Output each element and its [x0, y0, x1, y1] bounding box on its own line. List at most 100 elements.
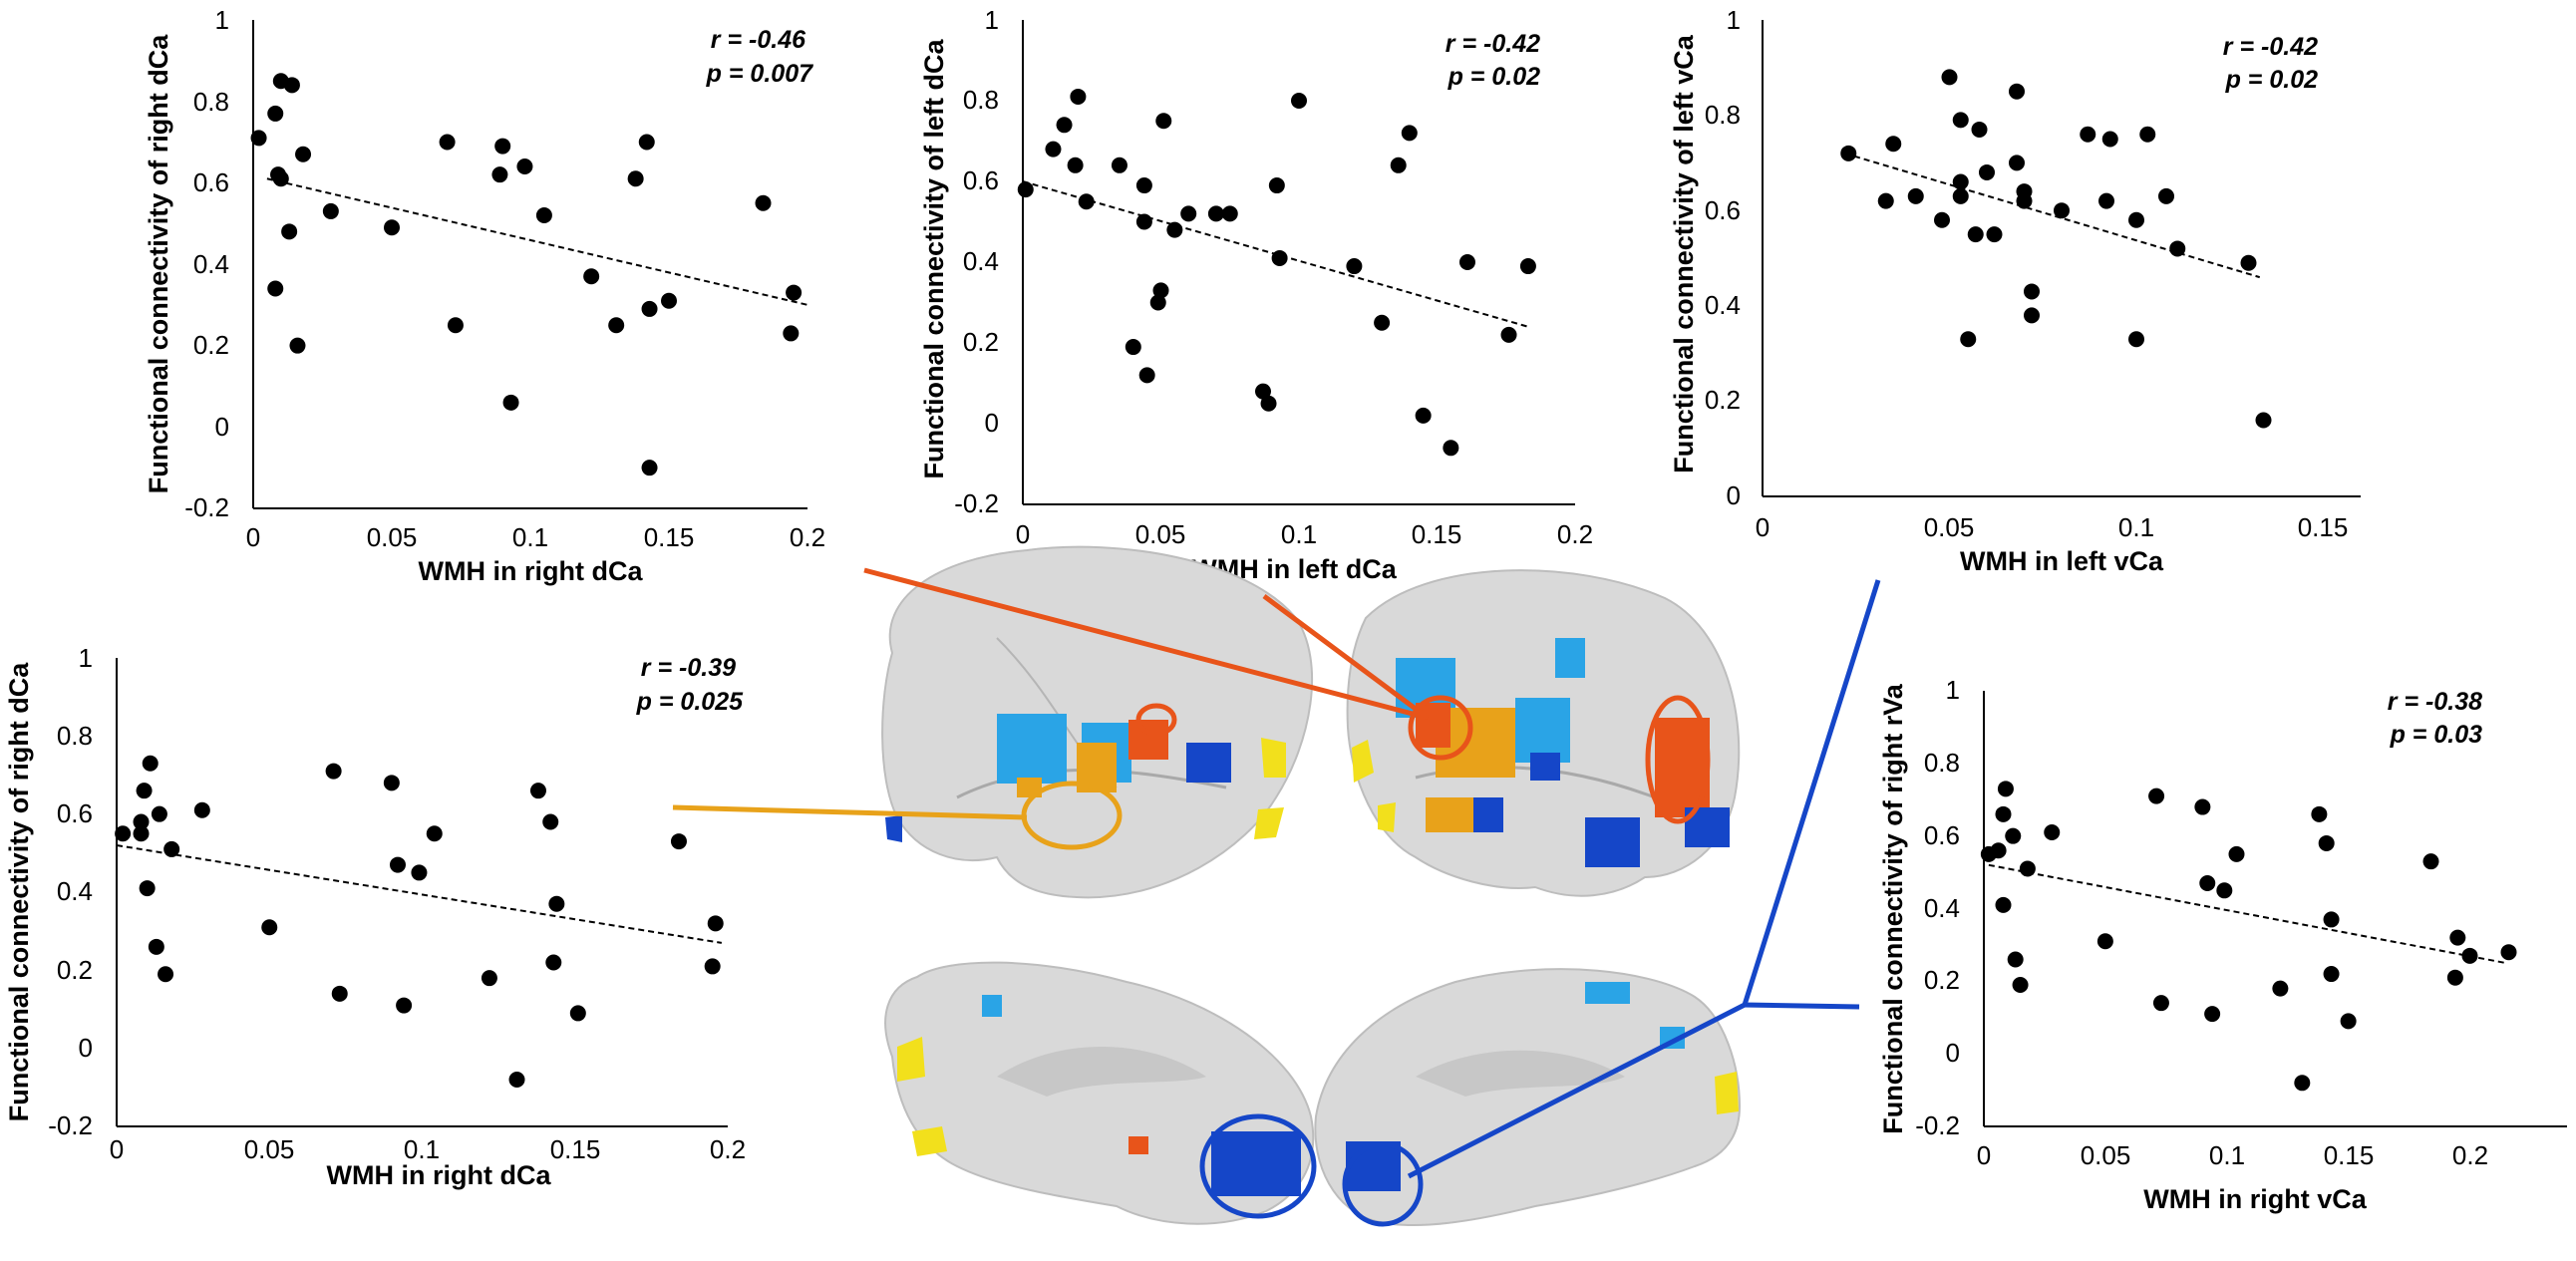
data-point: [707, 915, 724, 932]
r-value: r = -0.42: [1446, 30, 1540, 58]
data-point: [2024, 283, 2040, 300]
cluster-light-blue: [982, 995, 1002, 1017]
data-point: [494, 138, 511, 155]
plot-area: [1840, 69, 2272, 429]
y-tick-label: 0.4: [57, 876, 93, 906]
y-tick-label: 0.2: [193, 330, 229, 360]
y-tick-label: 1: [215, 5, 229, 35]
trend-line: [266, 177, 808, 306]
y-tick-label: 1: [79, 643, 93, 673]
data-point: [163, 840, 180, 857]
data-point: [383, 775, 400, 791]
roi-circle-blue: [1342, 1141, 1424, 1227]
data-point: [2500, 944, 2517, 961]
data-point: [2422, 853, 2439, 870]
data-point: [322, 202, 339, 219]
data-point: [411, 864, 428, 881]
data-point: [641, 300, 658, 317]
data-point: [2272, 980, 2289, 997]
y-tick-label: 0: [215, 412, 229, 442]
connector-blue: [1407, 1002, 1747, 1179]
cluster-yellow: [1378, 802, 1396, 832]
data-point: [755, 194, 772, 211]
data-point: [1254, 383, 1271, 400]
data-point: [1997, 781, 2014, 797]
data-point: [2294, 1075, 2311, 1092]
x-tick-label: 0.05: [1924, 512, 1975, 542]
r-value: r = -0.42: [2223, 33, 2318, 61]
x-tick-label: 0.2: [1557, 519, 1593, 549]
data-point: [786, 284, 803, 301]
data-point: [272, 170, 289, 187]
data-point: [2240, 254, 2257, 271]
data-point: [481, 970, 497, 987]
plot-area: [1980, 781, 2517, 1092]
data-point: [638, 134, 655, 151]
cluster-yellow: [912, 1126, 947, 1156]
data-point: [1271, 249, 1288, 266]
r-value: r = -0.38: [2388, 688, 2482, 716]
cortex-surface: [884, 961, 1315, 1225]
data-point: [2461, 947, 2478, 964]
data-point: [2005, 827, 2022, 844]
data-point: [545, 954, 562, 971]
connector-blue: [1741, 579, 1881, 1010]
x-tick-labels: 0 0.05 0.1 0.15: [1756, 512, 2349, 542]
brain-medial-right: [1314, 968, 1742, 1227]
data-point: [1967, 226, 1984, 243]
data-point: [508, 1072, 525, 1088]
trend-line: [116, 844, 723, 944]
r-value: r = -0.39: [641, 654, 736, 682]
data-point: [2228, 845, 2245, 862]
x-tick-label: 0: [246, 522, 260, 552]
r-value: r = -0.46: [711, 26, 806, 54]
data-point: [670, 833, 687, 850]
data-point: [1045, 141, 1062, 158]
data-point: [2054, 202, 2070, 219]
data-point: [2311, 805, 2328, 822]
y-tick-label: 0.6: [963, 165, 999, 195]
data-point: [583, 268, 600, 285]
y-tick-label: 1: [1946, 675, 1960, 705]
data-point: [1268, 177, 1285, 194]
plot-area: [115, 755, 724, 1088]
data-point: [2199, 875, 2216, 892]
x-tick-label: 0.15: [1412, 519, 1462, 549]
data-point: [1155, 113, 1172, 130]
y-tick-labels: -0.2 0 0.2 0.4 0.6 0.8 1: [184, 5, 229, 522]
data-point: [535, 207, 552, 223]
data-point: [1907, 187, 1924, 204]
data-point: [133, 825, 150, 842]
x-tick-labels: 0 0.05 0.1 0.15 0.2: [1016, 519, 1593, 549]
data-point: [1111, 157, 1127, 173]
data-point: [2318, 834, 2335, 851]
plot-area: [250, 73, 808, 476]
brain-lateral-right: [1346, 569, 1741, 897]
x-tick-label: 0.1: [2118, 512, 2154, 542]
data-point: [1934, 211, 1950, 228]
data-point: [569, 1005, 586, 1022]
data-point: [2080, 126, 2096, 143]
data-point: [1995, 805, 2012, 822]
axes: [1762, 20, 2361, 497]
data-point: [1346, 258, 1363, 275]
x-tick-label: 0.15: [2298, 512, 2349, 542]
axes: [252, 20, 807, 509]
y-tick-label: 0: [985, 408, 999, 438]
data-point: [1260, 395, 1277, 412]
data-point: [1138, 367, 1155, 384]
data-point: [1017, 181, 1034, 198]
cluster-blue: [885, 815, 902, 842]
data-point: [627, 170, 644, 187]
data-point: [2148, 788, 2165, 804]
data-point: [136, 783, 153, 799]
data-point: [1070, 88, 1087, 105]
data-point: [115, 825, 132, 842]
data-point: [1078, 193, 1095, 210]
data-point: [1291, 93, 1307, 109]
data-point: [1390, 157, 1407, 173]
data-point: [1500, 326, 1517, 343]
data-point: [151, 805, 167, 822]
x-axis-title: WMH in right dCa: [327, 1160, 552, 1190]
connector-lines: [672, 567, 1881, 1179]
